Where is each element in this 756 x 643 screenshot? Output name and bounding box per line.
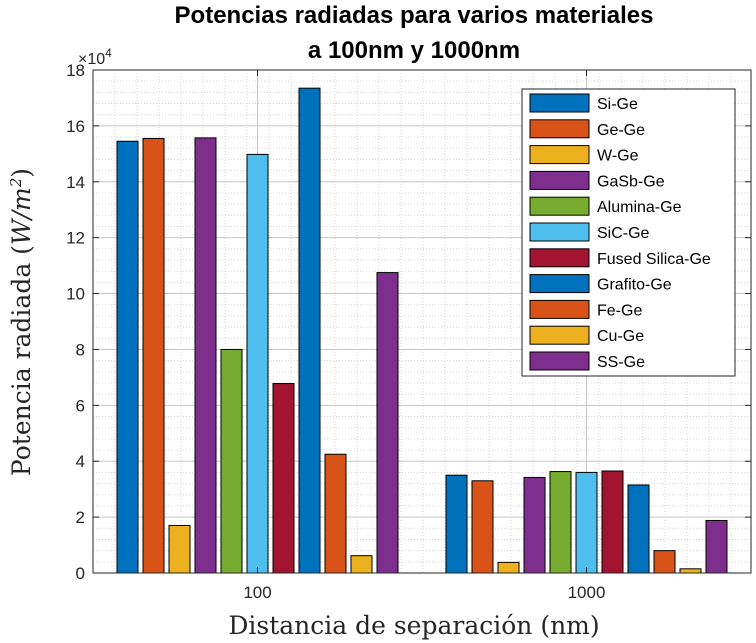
bar-ss-ge-100	[376, 272, 399, 574]
y-tick-label: 14	[66, 173, 85, 192]
legend-label: Alumina-Ge	[597, 199, 682, 216]
legend: Si-Ge Ge-Ge W-Ge GaSb-Ge Alumina-Ge SiC-Ge Fus…	[521, 88, 736, 377]
bar-cu-ge-1000	[679, 568, 702, 574]
bar-sic-ge-100	[246, 153, 269, 574]
legend-label: Fe-Ge	[597, 302, 642, 319]
y-axis-multiplier: ×104	[78, 46, 112, 68]
legend-label: GaSb-Ge	[597, 173, 665, 190]
legend-swatch	[529, 145, 590, 165]
bar-fe-ge-100	[324, 453, 347, 574]
legend-swatch	[529, 248, 590, 268]
bar-sic-ge-1000	[575, 471, 598, 574]
x-axis-ticks: 100 1000	[243, 70, 605, 602]
legend-label: Grafito-Ge	[597, 277, 672, 294]
legend-swatch	[529, 119, 590, 139]
bar-ss-ge-1000	[705, 519, 728, 574]
bar-si-ge-100	[116, 140, 139, 574]
legend-swatch	[529, 325, 590, 345]
y-tick-label: 12	[66, 229, 85, 248]
bar-gasb-ge-1000	[523, 476, 546, 574]
bar-w-ge-1000	[497, 561, 520, 574]
chart-title-line-1: Potencias radiadas para varios materiale…	[175, 2, 654, 29]
legend-label: W-Ge	[597, 148, 639, 165]
y-tick-label: 16	[66, 117, 85, 136]
bar-cu-ge-100	[350, 555, 373, 574]
y-tick-label: 4	[76, 452, 85, 471]
bars	[116, 87, 728, 574]
legend-swatch	[529, 196, 590, 216]
y-tick-label: 10	[66, 285, 85, 304]
y-tick-label: 0	[76, 564, 85, 583]
bar-gasb-ge-100	[194, 137, 217, 574]
bar-grafito-ge-1000	[627, 484, 650, 574]
y-axis-ticks: 0 2 4 6 8 10 12 14 16 18	[66, 61, 751, 583]
legend-label: Si-Ge	[597, 96, 638, 113]
y-tick-label: 18	[66, 61, 85, 80]
bar-w-ge-100	[168, 524, 191, 574]
legend-swatch	[529, 299, 590, 319]
legend-swatch	[529, 274, 590, 294]
chart-title-line-2: a 100nm y 1000nm	[308, 37, 520, 64]
y-axis-label: Potencia radiada (W/m2)	[7, 168, 36, 476]
bar-ge-ge-1000	[471, 480, 494, 574]
bar-si-ge-1000	[445, 474, 468, 574]
x-tick-label: 100	[243, 583, 271, 602]
legend-label: Cu-Ge	[597, 328, 644, 345]
y-tick-label: 2	[76, 508, 85, 527]
bar-alumina-ge-1000	[549, 471, 572, 574]
legend-label: Fused Silica-Ge	[597, 251, 711, 268]
bar-grafito-ge-100	[298, 87, 321, 574]
plot-border	[92, 69, 752, 574]
legend-label: SS-Ge	[597, 354, 645, 371]
y-tick-label: 8	[76, 340, 85, 359]
legend-swatch	[529, 351, 590, 371]
x-axis-label: Distancia de separación (nm)	[228, 611, 599, 640]
bar-alumina-ge-100	[220, 348, 243, 574]
legend-swatch	[529, 93, 590, 113]
legend-swatch	[529, 170, 590, 190]
bar-fe-ge-1000	[653, 550, 676, 574]
legend-items: Si-Ge Ge-Ge W-Ge GaSb-Ge Alumina-Ge SiC-Ge Fus…	[529, 93, 711, 371]
bar-fused-silica-ge-1000	[601, 470, 624, 574]
bar-ge-ge-100	[142, 137, 165, 574]
legend-swatch	[529, 222, 590, 242]
y-tick-label: 6	[76, 396, 85, 415]
x-tick-label: 1000	[568, 583, 606, 602]
legend-label: Ge-Ge	[597, 122, 645, 139]
bar-fused-silica-ge-100	[272, 383, 295, 574]
legend-label: SiC-Ge	[597, 225, 650, 242]
